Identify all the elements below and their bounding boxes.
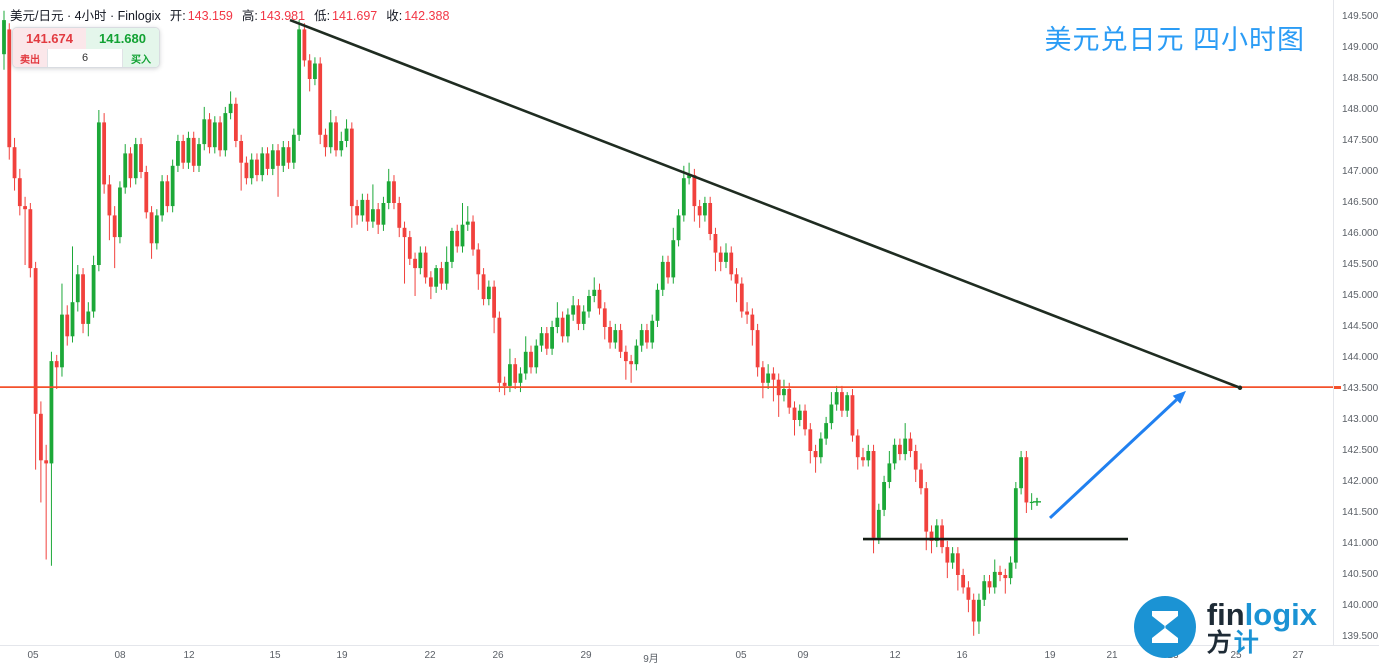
time-tick-label: 25 xyxy=(1230,650,1242,661)
arrow-line xyxy=(1048,398,1178,520)
time-tick-label: 05 xyxy=(27,650,39,661)
brand-logix: logix xyxy=(1244,596,1317,632)
legend: 美元/日元 · 4小时 · Finlogix 开: 143.159 高: 143.9… xyxy=(10,5,449,24)
time-tick-label: 19 xyxy=(336,650,348,661)
price-tick-label: 143.000 xyxy=(1342,414,1379,425)
ohlc-high: 高: 143.981 xyxy=(241,9,306,23)
candlestick-chart[interactable] xyxy=(0,0,1333,645)
brand-fin: fin xyxy=(1206,596,1245,632)
finlogix-logo: finlogix 方计 xyxy=(1133,595,1317,659)
finlogix-wordmark: finlogix 方计 xyxy=(1207,599,1317,656)
price-tick-label: 149.000 xyxy=(1342,42,1379,53)
instrument-title[interactable]: 美元/日元 · 4小时 · Finlogix xyxy=(10,9,161,23)
finlogix-logo-icon xyxy=(1133,596,1196,658)
time-tick-label: 21 xyxy=(1106,650,1118,661)
ohlc-close: 收: 142.388 xyxy=(386,9,450,23)
time-tick-label: 22 xyxy=(424,650,436,661)
price-tick-label: 145.500 xyxy=(1342,259,1379,270)
time-tick-label: 19 xyxy=(1044,650,1056,661)
ohlc-open: 开: 143.159 xyxy=(169,9,233,23)
price-tick-label: 147.000 xyxy=(1342,166,1379,177)
price-tick-label: 139.500 xyxy=(1342,631,1379,642)
buy-button[interactable]: 买入 xyxy=(123,49,159,67)
price-tick-label: 142.500 xyxy=(1342,445,1379,456)
price-tick-label: 145.000 xyxy=(1342,290,1379,301)
sell-price-button[interactable]: 141.674 xyxy=(13,28,86,49)
time-tick-label: 12 xyxy=(183,650,195,661)
price-tick-label: 140.500 xyxy=(1342,569,1379,580)
sell-button[interactable]: 卖出 xyxy=(13,49,47,67)
trendline xyxy=(289,18,1241,389)
brand-ji: 计 xyxy=(1233,628,1261,657)
price-tick-label: 141.500 xyxy=(1342,507,1379,518)
page-title: 美元兑日元 四小时图 xyxy=(1044,25,1305,55)
time-tick-label: 08 xyxy=(114,650,126,661)
ohlc-low: 低: 141.697 xyxy=(314,9,378,23)
time-tick-label: 27 xyxy=(1292,650,1304,661)
price-tick-label: 143.500 xyxy=(1342,383,1379,394)
time-tick-label: 16 xyxy=(956,650,968,661)
price-tick-label: 142.000 xyxy=(1342,476,1379,487)
price-tick-label: 146.500 xyxy=(1342,197,1379,208)
quantity-input[interactable] xyxy=(47,49,123,67)
brand-fang: 方 xyxy=(1206,628,1234,657)
price-tick-label: 146.000 xyxy=(1342,228,1379,239)
resistance-price-tick xyxy=(1334,386,1341,390)
buy-price-button[interactable]: 141.680 xyxy=(86,28,159,49)
price-tick-label: 148.500 xyxy=(1342,73,1379,84)
time-tick-label: 15 xyxy=(269,650,281,661)
price-tick-label: 141.000 xyxy=(1342,538,1379,549)
time-tick-label: 9月 xyxy=(643,654,659,665)
price-tick-label: 144.000 xyxy=(1342,352,1379,363)
time-tick-label: 26 xyxy=(492,650,504,661)
price-tick-label: 149.500 xyxy=(1342,11,1379,22)
time-tick-label: 09 xyxy=(797,650,809,661)
trade-panel: 141.674 141.680 卖出 买入 xyxy=(12,27,160,68)
price-axis[interactable]: 149.500 149.000 148.500 148.000 147.500 147.0… xyxy=(1333,0,1379,645)
time-tick-label: 05 xyxy=(735,650,747,661)
arrow-head xyxy=(1172,390,1186,404)
time-tick-label: 29 xyxy=(580,650,592,661)
price-tick-label: 147.500 xyxy=(1342,135,1379,146)
time-tick-label: 12 xyxy=(889,650,901,661)
price-tick-label: 140.000 xyxy=(1342,600,1379,611)
price-tick-label: 144.500 xyxy=(1342,321,1379,332)
price-tick-label: 148.000 xyxy=(1342,104,1379,115)
